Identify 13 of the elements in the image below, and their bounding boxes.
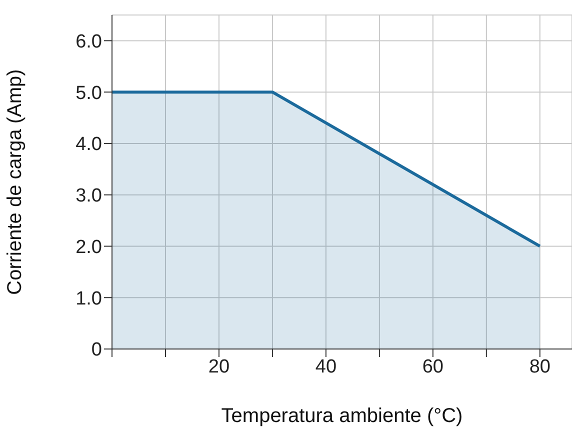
x-axis-title: Temperatura ambiente (°C)	[221, 405, 463, 427]
y-tick-label: 0	[91, 340, 102, 361]
y-tick-label: 4.0	[76, 134, 102, 156]
y-tick-label: 6.0	[76, 31, 102, 52]
y-tick-label: 5.0	[76, 82, 102, 104]
x-tick-label: 40	[315, 356, 337, 378]
y-axis-title: Corriente de carga (Amp)	[4, 69, 26, 295]
x-tick-label: 60	[422, 356, 444, 378]
y-tick-label: 1.0	[76, 288, 102, 310]
x-tick-label: 80	[529, 356, 550, 378]
y-tick-label: 2.0	[76, 236, 102, 258]
x-tick-label: 20	[208, 356, 230, 378]
y-tick-label: 3.0	[76, 186, 102, 207]
